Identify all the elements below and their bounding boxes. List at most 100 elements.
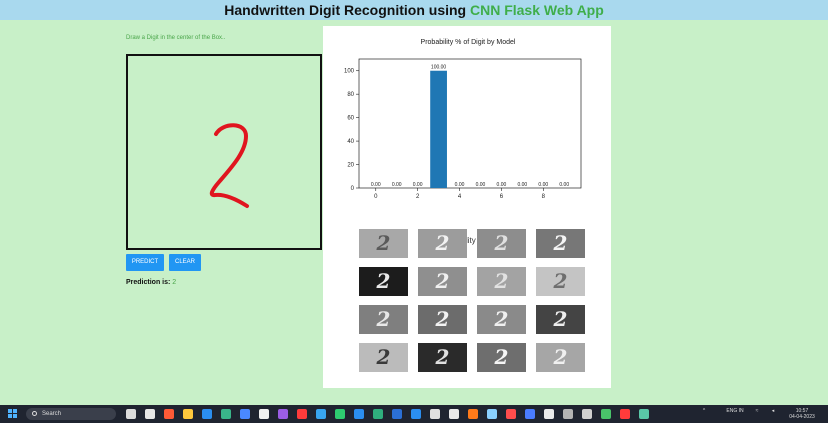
interpretability-map: 2 xyxy=(359,267,408,296)
app-25-icon[interactable] xyxy=(601,409,611,419)
terminal-icon[interactable] xyxy=(373,409,383,419)
x-tick-label: 6 xyxy=(500,194,504,200)
probability-bar-chart: 0 20 40 60 80 100 0 2 4 6 8 0.00 0.00 0.00 100.00 0.00 0… xyxy=(344,58,582,200)
bar-value-label: 0.00 xyxy=(538,182,548,188)
interpretability-map: 2 xyxy=(418,267,467,296)
firefox-icon[interactable] xyxy=(468,409,478,419)
draw-instruction: Draw a Digit in the center of the Box.. xyxy=(126,35,226,41)
app-23-icon[interactable] xyxy=(563,409,573,419)
interpretability-digit: 2 xyxy=(494,307,509,331)
y-tick-label: 80 xyxy=(347,92,354,98)
bar-value-label: 0.00 xyxy=(559,182,569,188)
interpretability-digit: 2 xyxy=(376,269,391,293)
app-21-icon[interactable] xyxy=(525,409,535,419)
vscode-icon[interactable] xyxy=(354,409,364,419)
cmd-icon[interactable] xyxy=(582,409,592,419)
files-icon[interactable] xyxy=(145,409,155,419)
app-26-icon[interactable] xyxy=(620,409,630,419)
interpretability-digit: 2 xyxy=(553,231,568,255)
y-tick-label: 60 xyxy=(347,116,354,122)
chevron-up-icon[interactable]: ^ xyxy=(702,408,706,414)
interpretability-digit: 2 xyxy=(435,307,450,331)
interpretability-map: 2 xyxy=(418,229,467,258)
x-tick-label: 8 xyxy=(542,194,546,200)
drawn-digit-stroke xyxy=(209,123,249,208)
ms-store-icon[interactable] xyxy=(164,409,174,419)
bar-value-label: 0.00 xyxy=(517,182,527,188)
windows-start-icon[interactable] xyxy=(8,409,18,419)
header-title: Handwritten Digit Recognition using xyxy=(224,2,470,18)
y-tick-label: 40 xyxy=(347,139,354,145)
clear-button[interactable]: CLEAR xyxy=(169,254,201,271)
app-27-icon[interactable] xyxy=(639,409,649,419)
predict-button[interactable]: PREDICT xyxy=(126,254,164,271)
interpretability-digit: 2 xyxy=(494,269,509,293)
edge-icon[interactable] xyxy=(221,409,231,419)
app-16-icon[interactable] xyxy=(430,409,440,419)
spotify-icon[interactable] xyxy=(335,409,345,419)
interpretability-digit: 2 xyxy=(553,345,568,369)
prediction-result: Prediction is: 2 xyxy=(126,279,176,286)
interpretability-digit: 2 xyxy=(435,345,450,369)
folder-icon[interactable] xyxy=(183,409,193,419)
interpretability-digit: 2 xyxy=(553,269,568,293)
mail-icon[interactable] xyxy=(202,409,212,419)
interpretability-map: 2 xyxy=(536,305,585,334)
github-icon[interactable] xyxy=(449,409,459,419)
search-icon xyxy=(32,411,37,416)
wifi-icon[interactable]: ≈ xyxy=(755,408,759,414)
interpretability-map: 2 xyxy=(359,343,408,372)
bar-value-label: 100.00 xyxy=(431,65,447,71)
plot-frame xyxy=(358,58,582,189)
interpretability-digit: 2 xyxy=(494,231,509,255)
y-tick-label: 100 xyxy=(344,69,355,75)
windows-taskbar: Search ^ ENG IN ≈ ◂ 10:57 04-04-2023 xyxy=(0,405,828,423)
interpretability-digit: 2 xyxy=(376,307,391,331)
taskbar-search[interactable]: Search xyxy=(26,408,116,420)
interpretability-map: 2 xyxy=(536,343,585,372)
chart-title: Probability % of Digit by Model xyxy=(420,39,516,46)
clock-date: 04-04-2023 xyxy=(789,414,815,420)
bar-value-label: 0.00 xyxy=(476,182,486,188)
interpretability-digit: 2 xyxy=(435,231,450,255)
word-icon[interactable] xyxy=(392,409,402,419)
interpretability-map: 2 xyxy=(418,305,467,334)
interpretability-digit: 2 xyxy=(553,307,568,331)
outlook-icon[interactable] xyxy=(411,409,421,419)
interpretability-digit: 2 xyxy=(376,345,391,369)
volume-icon[interactable]: ◂ xyxy=(771,408,775,414)
bar-value-label: 0.00 xyxy=(392,182,402,188)
x-tick-label: 0 xyxy=(374,194,378,200)
interpretability-map: 2 xyxy=(477,267,526,296)
taskbar-search-label: Search xyxy=(42,411,62,417)
interpretability-title: Interpretability by Model xyxy=(425,236,511,245)
prediction-value: 2 xyxy=(172,279,177,286)
x-tick-label: 2 xyxy=(416,194,420,200)
results-panel: Probability % of Digit by Model 0 20 40 60 8… xyxy=(323,26,611,388)
interpretability-map: 2 xyxy=(477,305,526,334)
interpretability-digit: 2 xyxy=(435,269,450,293)
chrome-icon[interactable] xyxy=(316,409,326,419)
git-icon[interactable] xyxy=(259,409,269,419)
interpretability-map: 2 xyxy=(477,229,526,258)
interpretability-map: 2 xyxy=(418,343,467,372)
interpretability-map: 2 xyxy=(359,305,408,334)
visual-studio-icon[interactable] xyxy=(278,409,288,419)
language-indicator[interactable]: ENG IN xyxy=(726,408,744,414)
taskbar-clock[interactable]: 10:57 04-04-2023 xyxy=(784,408,820,420)
app-19-icon[interactable] xyxy=(487,409,497,419)
prediction-label: Prediction is: xyxy=(126,279,171,286)
bar-value-label: 0.00 xyxy=(413,182,423,188)
drawing-canvas[interactable] xyxy=(126,54,322,250)
bar-value-label: 0.00 xyxy=(497,182,507,188)
app-22-icon[interactable] xyxy=(544,409,554,419)
brave-icon[interactable] xyxy=(506,409,516,419)
photos-icon[interactable] xyxy=(240,409,250,419)
opera-icon[interactable] xyxy=(297,409,307,419)
bar-value-label: 0.00 xyxy=(371,182,381,188)
bar-value-label: 0.00 xyxy=(455,182,465,188)
page-header: Handwritten Digit Recognition using CNN … xyxy=(0,0,828,20)
y-tick-label: 0 xyxy=(351,186,355,192)
task-view-icon[interactable] xyxy=(126,409,136,419)
interpretability-digit: 2 xyxy=(494,345,509,369)
